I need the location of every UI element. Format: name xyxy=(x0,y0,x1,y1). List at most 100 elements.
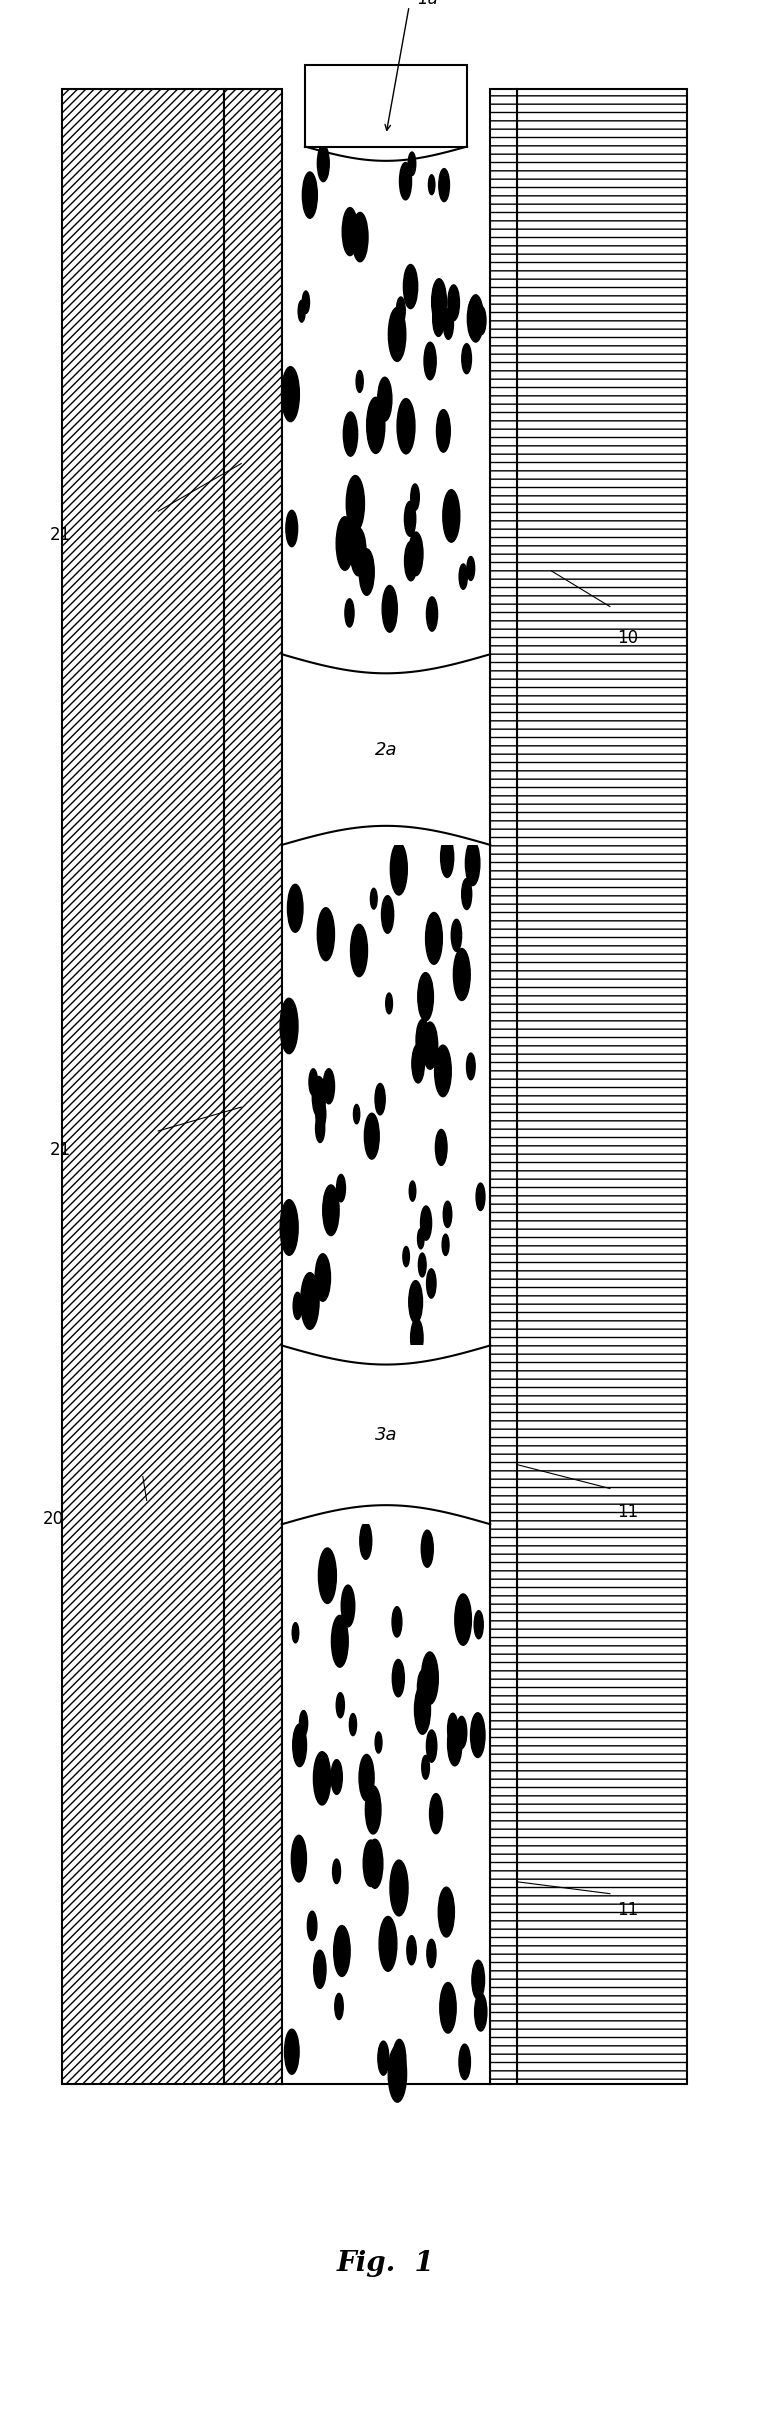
Circle shape xyxy=(466,1052,475,1079)
Circle shape xyxy=(432,301,444,335)
Circle shape xyxy=(301,1273,319,1329)
Circle shape xyxy=(403,1247,409,1266)
Circle shape xyxy=(408,1281,422,1322)
Circle shape xyxy=(386,994,392,1013)
Circle shape xyxy=(411,1319,423,1358)
Circle shape xyxy=(392,1660,405,1696)
Circle shape xyxy=(452,919,462,950)
Circle shape xyxy=(392,1606,402,1638)
Circle shape xyxy=(456,1716,467,1750)
Circle shape xyxy=(365,1786,381,1835)
Circle shape xyxy=(282,367,300,423)
Circle shape xyxy=(405,501,416,537)
Circle shape xyxy=(443,1200,452,1227)
Text: 21: 21 xyxy=(50,525,72,544)
Circle shape xyxy=(293,1723,306,1767)
Circle shape xyxy=(467,296,481,340)
Circle shape xyxy=(453,948,470,1001)
Circle shape xyxy=(323,1186,339,1234)
Circle shape xyxy=(367,1840,383,1888)
Circle shape xyxy=(435,1130,447,1166)
Circle shape xyxy=(303,292,310,313)
Circle shape xyxy=(425,914,442,965)
Bar xyxy=(490,90,517,2085)
Circle shape xyxy=(397,399,415,454)
Circle shape xyxy=(321,1754,329,1776)
Bar xyxy=(282,654,490,846)
Circle shape xyxy=(335,1993,344,2019)
Circle shape xyxy=(323,1069,334,1103)
Circle shape xyxy=(359,1754,374,1801)
Circle shape xyxy=(409,532,423,576)
Circle shape xyxy=(303,173,317,219)
Circle shape xyxy=(424,343,436,379)
Circle shape xyxy=(336,518,354,571)
Circle shape xyxy=(292,1623,299,1643)
Circle shape xyxy=(378,2041,389,2075)
Circle shape xyxy=(476,1183,485,1210)
Text: 10: 10 xyxy=(618,629,638,646)
Circle shape xyxy=(427,1268,436,1298)
Circle shape xyxy=(315,1254,330,1300)
Circle shape xyxy=(448,1720,462,1767)
Circle shape xyxy=(371,889,378,909)
Circle shape xyxy=(448,1713,458,1745)
Circle shape xyxy=(350,923,367,977)
Circle shape xyxy=(459,564,467,590)
Circle shape xyxy=(318,1548,337,1604)
Circle shape xyxy=(356,369,363,391)
Circle shape xyxy=(317,909,334,960)
Circle shape xyxy=(354,1106,360,1123)
Circle shape xyxy=(474,1611,483,1638)
Circle shape xyxy=(353,219,364,255)
Circle shape xyxy=(468,294,483,343)
Circle shape xyxy=(448,284,459,321)
Circle shape xyxy=(408,153,416,175)
Circle shape xyxy=(422,1754,429,1779)
Circle shape xyxy=(378,377,392,420)
Circle shape xyxy=(427,1939,436,1968)
Bar xyxy=(282,90,490,2085)
Circle shape xyxy=(309,1069,317,1096)
Bar xyxy=(224,90,282,2085)
Circle shape xyxy=(477,306,486,335)
Circle shape xyxy=(381,897,394,933)
Circle shape xyxy=(364,1113,379,1159)
Circle shape xyxy=(407,1937,416,1966)
Circle shape xyxy=(390,1859,408,1915)
Circle shape xyxy=(375,1733,382,1752)
Circle shape xyxy=(435,1045,452,1096)
Circle shape xyxy=(337,1694,344,1718)
Circle shape xyxy=(345,598,354,627)
Bar xyxy=(305,66,467,146)
Text: 21: 21 xyxy=(50,1142,72,1159)
Circle shape xyxy=(280,999,298,1055)
Circle shape xyxy=(443,491,460,542)
Circle shape xyxy=(428,175,435,194)
Circle shape xyxy=(462,343,472,374)
Circle shape xyxy=(411,1045,425,1084)
Circle shape xyxy=(298,301,305,323)
Circle shape xyxy=(467,556,475,581)
Circle shape xyxy=(455,1594,472,1645)
Circle shape xyxy=(462,880,472,909)
Circle shape xyxy=(291,1835,306,1881)
Circle shape xyxy=(411,484,419,510)
Text: 1a: 1a xyxy=(417,0,438,7)
Bar xyxy=(62,90,224,2085)
Circle shape xyxy=(393,2039,406,2080)
Circle shape xyxy=(396,296,405,323)
Circle shape xyxy=(429,1793,442,1835)
Circle shape xyxy=(418,1230,424,1249)
Circle shape xyxy=(382,586,398,632)
Circle shape xyxy=(316,1098,326,1130)
Circle shape xyxy=(333,1859,340,1883)
Circle shape xyxy=(443,309,453,340)
Text: 3a: 3a xyxy=(374,1426,398,1443)
Circle shape xyxy=(313,1076,326,1118)
Circle shape xyxy=(418,1669,428,1706)
Circle shape xyxy=(432,279,446,326)
Circle shape xyxy=(418,1254,426,1276)
Circle shape xyxy=(350,527,366,576)
Circle shape xyxy=(388,2046,407,2102)
